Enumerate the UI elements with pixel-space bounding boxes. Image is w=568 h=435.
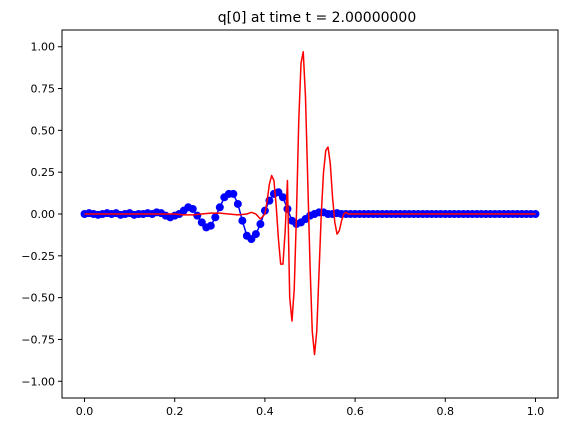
- data-point: [215, 203, 224, 212]
- axis-layer: 0.0 0.2 0.4 0.6 0.8 1.0 −1.00 −0.75 −0.50 −0.25 0.…: [21, 41, 544, 418]
- x-tick-label: 1.0: [527, 405, 545, 418]
- x-tick-label: 0.2: [166, 405, 184, 418]
- data-point: [256, 220, 265, 229]
- y-tick-label: 0.75: [31, 83, 56, 96]
- y-tick-label: −0.50: [21, 292, 55, 305]
- data-point: [233, 199, 242, 208]
- y-tick-label: −1.00: [21, 375, 55, 388]
- y-tick-label: 0.25: [31, 166, 56, 179]
- data-point: [188, 204, 197, 213]
- x-tick-label: 0.0: [76, 405, 94, 418]
- x-tick-label: 0.6: [346, 405, 364, 418]
- y-tick-label: 1.00: [31, 41, 56, 54]
- y-tick-label: 0.50: [31, 124, 56, 137]
- series-layer: [80, 51, 540, 356]
- data-point: [193, 211, 202, 220]
- x-tick-label: 0.4: [256, 405, 274, 418]
- data-point: [251, 230, 260, 239]
- x-tick-label: 0.8: [437, 405, 455, 418]
- y-tick-label: −0.25: [21, 250, 55, 263]
- y-tick-label: −0.75: [21, 333, 55, 346]
- y-tick-label: 0.00: [31, 208, 56, 221]
- data-point: [211, 213, 220, 222]
- data-point: [229, 189, 238, 198]
- data-point: [278, 193, 287, 202]
- data-point: [238, 216, 247, 225]
- data-point: [206, 221, 215, 230]
- chart-title: q[0] at time t = 2.00000000: [218, 10, 417, 26]
- series-line-1: [84, 51, 536, 356]
